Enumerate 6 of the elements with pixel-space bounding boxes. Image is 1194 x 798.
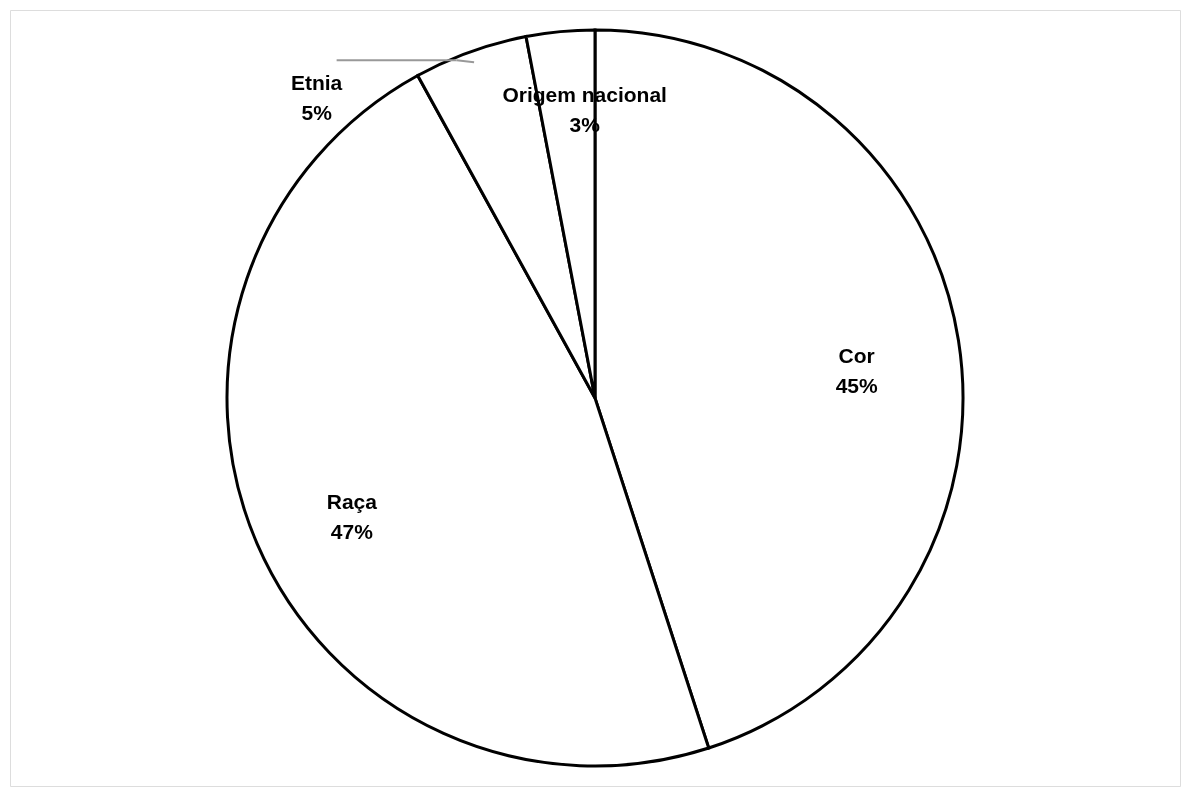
slice-label: Raça <box>326 490 378 514</box>
data-label: 47% <box>330 520 374 544</box>
slice-label: Cor <box>838 343 875 367</box>
data-label: 5% <box>301 101 333 125</box>
data-label: 45% <box>835 373 879 397</box>
slice-label: Etnia <box>290 71 343 95</box>
